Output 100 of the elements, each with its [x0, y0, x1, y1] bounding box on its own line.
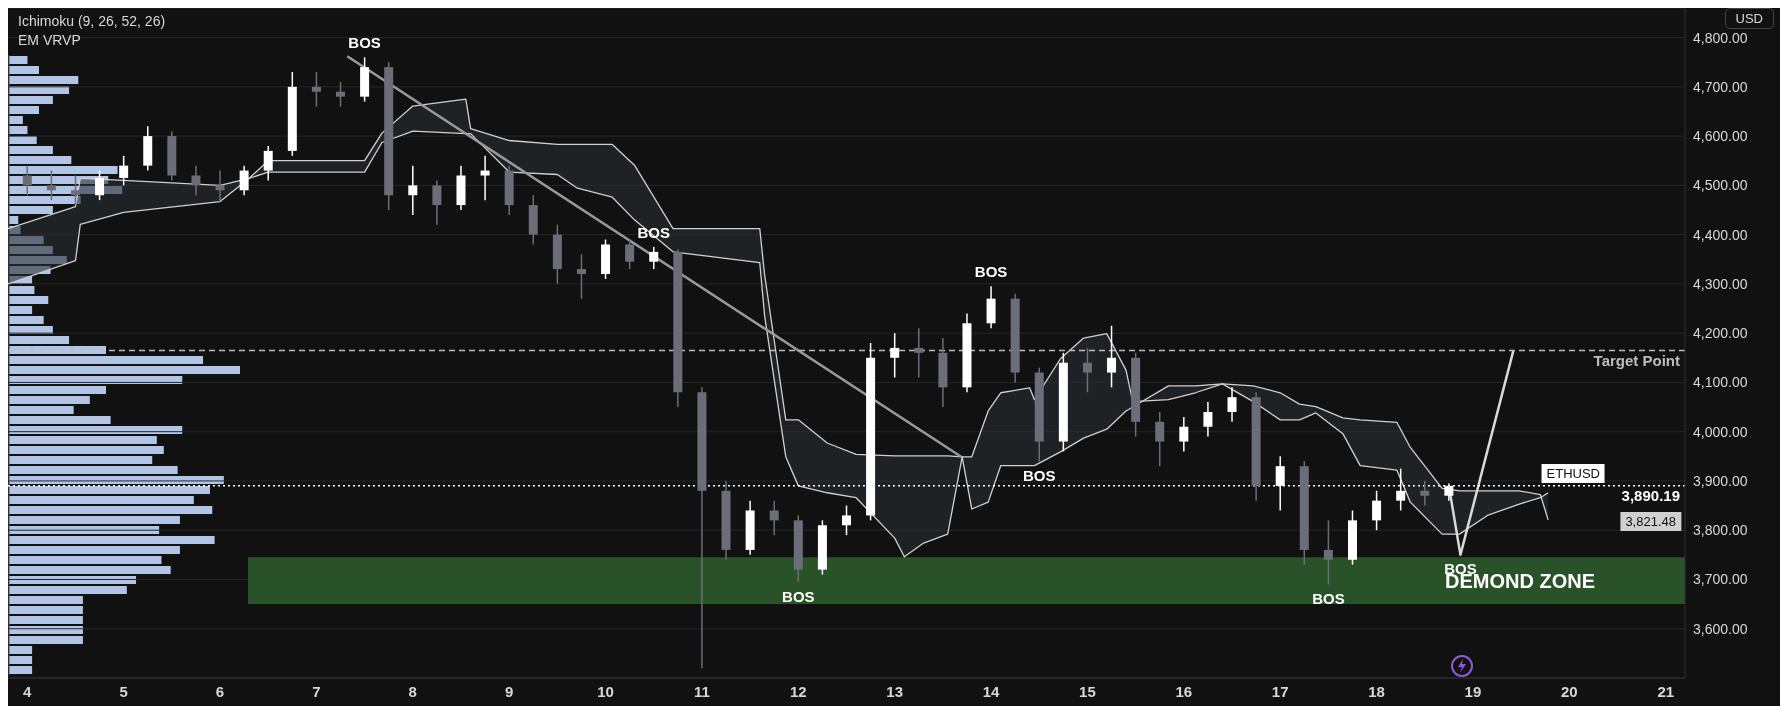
y-tick-label: 3,800.00 — [1693, 522, 1748, 539]
candlestick — [1082, 347, 1092, 394]
bar — [9, 466, 178, 474]
bar — [9, 436, 157, 444]
x-tick-label: 8 — [408, 682, 417, 700]
bar — [9, 446, 164, 454]
y-tick-label: 4,600.00 — [1693, 128, 1748, 145]
candlestick — [336, 81, 346, 108]
candlestick — [311, 71, 321, 108]
y-tick-label: 3,600.00 — [1693, 620, 1748, 637]
y-tick-label: 4,100.00 — [1693, 374, 1748, 391]
bar — [9, 386, 107, 394]
x-tick-label: 16 — [1175, 682, 1193, 700]
candlestick — [576, 253, 586, 300]
annotation: 3,821.48 — [1620, 511, 1681, 531]
bar — [9, 76, 79, 84]
x-tick-label: 20 — [1561, 682, 1578, 700]
x-tick-label: 12 — [789, 682, 807, 700]
bar — [9, 296, 49, 304]
y-tick-label: 4,400.00 — [1693, 226, 1748, 243]
bar — [9, 516, 180, 524]
y-tick-label: 4,000.00 — [1693, 423, 1748, 440]
bar — [9, 206, 53, 214]
candlestick — [119, 155, 129, 187]
bar — [9, 156, 72, 164]
bar — [9, 566, 171, 574]
bar — [9, 456, 153, 464]
bar — [9, 346, 107, 354]
annotation: ETHUSD — [1541, 463, 1605, 483]
bar — [9, 106, 40, 114]
bar — [9, 666, 33, 674]
ref-line-label: 3,890.19 — [1621, 487, 1680, 505]
x-tick-label: 7 — [312, 682, 321, 700]
x-tick-label: 11 — [694, 682, 710, 700]
bar — [9, 266, 51, 274]
candlestick — [263, 145, 273, 182]
candlestick — [1203, 401, 1213, 438]
annotation: BOS — [1023, 466, 1056, 484]
candlestick — [480, 155, 490, 201]
candlestick — [1107, 325, 1117, 389]
x-tick-label: 5 — [119, 682, 128, 700]
y-tick-label: 4,200.00 — [1693, 325, 1748, 342]
y-tick-label: 3,700.00 — [1693, 571, 1748, 588]
x-tick-label: 13 — [886, 682, 904, 700]
bar — [9, 606, 83, 614]
bar — [9, 56, 28, 64]
bar — [9, 356, 204, 364]
candlestick — [914, 327, 924, 379]
candlestick — [1323, 519, 1333, 586]
candlestick — [95, 169, 105, 201]
candlestick — [22, 164, 32, 196]
annotation: BOS — [974, 263, 1008, 281]
ref-line-label: Target Point — [1593, 352, 1680, 370]
y-tick-label: 4,300.00 — [1693, 275, 1748, 292]
bar — [9, 126, 28, 134]
bar — [9, 486, 210, 494]
chart-title: Ichimoku (9, 26, 52, 26) — [18, 12, 166, 31]
x-tick-label: 17 — [1271, 682, 1289, 700]
annotation: BOS — [782, 587, 815, 605]
annotation: BOS — [1312, 590, 1345, 608]
bar — [9, 546, 180, 554]
text: USD — [1724, 8, 1774, 29]
x-tick-label: 10 — [597, 682, 614, 700]
bar — [9, 556, 162, 564]
bar — [9, 286, 35, 294]
candlestick — [1372, 490, 1382, 531]
candlestick — [432, 179, 442, 226]
bar — [9, 246, 53, 254]
bar — [9, 396, 90, 404]
x-tick-label: 4 — [23, 682, 33, 700]
candlestick — [408, 164, 418, 216]
bar — [9, 656, 33, 664]
candlestick — [1179, 416, 1189, 453]
bar — [9, 416, 111, 424]
candlestick — [239, 164, 249, 196]
bar — [9, 366, 240, 374]
bar — [9, 256, 67, 264]
bar — [9, 236, 44, 244]
x-tick-label: 21 — [1657, 682, 1675, 700]
candlestick — [70, 174, 80, 206]
bar — [9, 646, 33, 654]
candlestick — [890, 332, 900, 379]
candlestick — [1155, 411, 1165, 467]
x-tick-label: 9 — [505, 682, 514, 700]
bar — [9, 636, 83, 644]
y-tick-label: 4,500.00 — [1693, 177, 1748, 194]
bar — [9, 506, 213, 514]
bar — [9, 116, 23, 124]
candlestick — [625, 238, 635, 270]
x-tick-label: 14 — [982, 682, 1001, 700]
y-tick-label: 4,800.00 — [1693, 29, 1748, 46]
candlestick — [191, 164, 201, 196]
candlestick — [769, 499, 779, 536]
candlestick — [649, 246, 659, 270]
bar — [9, 406, 74, 414]
bar — [9, 196, 81, 204]
bar — [9, 616, 83, 624]
candlestick — [215, 169, 225, 201]
bar — [9, 306, 33, 314]
x-tick-label: 15 — [1079, 682, 1096, 700]
